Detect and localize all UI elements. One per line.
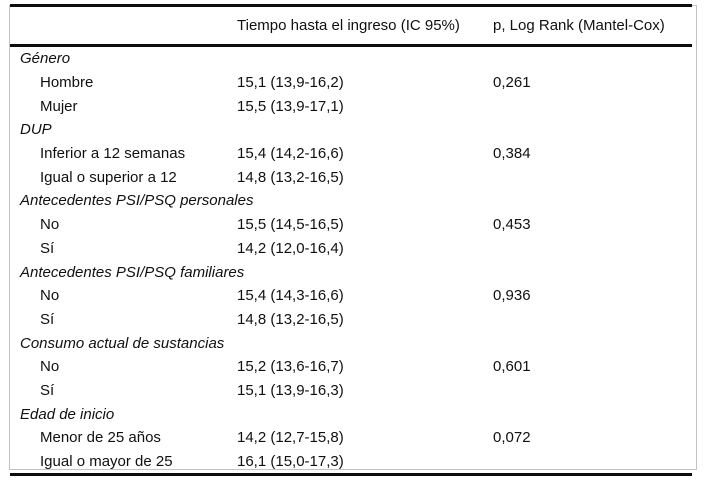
data-row: Menor de 25 años 14,2 (12,7-15,8) 0,072 xyxy=(10,426,692,450)
row-label: Igual o superior a 12 xyxy=(40,168,177,186)
row-label: Inferior a 12 semanas xyxy=(40,145,186,163)
p-value-cell: 0,936 xyxy=(493,287,531,305)
row-label: Igual o mayor de 25 xyxy=(40,453,173,471)
time-ci-cell: 15,4 (14,2-16,6) xyxy=(237,145,344,163)
time-ci-cell: 15,5 (13,9-17,1) xyxy=(237,97,344,115)
data-row: No 15,5 (14,5-16,5) 0,453 xyxy=(10,213,692,237)
time-ci-cell: 16,1 (15,0-17,3) xyxy=(237,453,344,471)
section-row: Edad de inicio xyxy=(10,402,692,426)
data-row: No 15,2 (13,6-16,7) 0,601 xyxy=(10,355,692,379)
header-empty-cell xyxy=(10,5,237,47)
time-ci-cell: 15,2 (13,6-16,7) xyxy=(237,358,344,376)
p-value-cell: 0,384 xyxy=(493,145,531,163)
p-value-cell xyxy=(493,165,692,189)
row-label: No xyxy=(40,358,60,376)
row-label: Hombre xyxy=(40,74,94,92)
time-ci-cell: 14,2 (12,7-15,8) xyxy=(237,429,344,447)
table-body: Género Hombre 15,1 (13,9-16,2) 0,261 Mujer 15… xyxy=(10,46,692,475)
p-value-cell: 0,261 xyxy=(493,74,531,92)
time-ci-cell: 15,5 (14,5-16,5) xyxy=(237,216,344,234)
time-ci-cell: 14,2 (12,0-16,4) xyxy=(237,239,344,257)
section-label: Género xyxy=(20,50,71,68)
p-value-cell xyxy=(493,237,692,261)
data-row: No 15,4 (14,3-16,6) 0,936 xyxy=(10,284,692,308)
data-row: Sí 14,2 (12,0-16,4) xyxy=(10,237,692,261)
section-label: Consumo actual de sustancias xyxy=(20,334,225,352)
p-value-cell xyxy=(493,94,692,118)
row-label: Sí xyxy=(40,381,55,399)
data-row: Mujer 15,5 (13,9-17,1) xyxy=(10,94,692,118)
section-label: Antecedentes PSI/PSQ familiares xyxy=(20,263,245,281)
row-label: No xyxy=(40,287,60,305)
data-row: Hombre 15,1 (13,9-16,2) 0,261 xyxy=(10,71,692,95)
data-row: Sí 14,8 (13,2-16,5) xyxy=(10,308,692,332)
row-label: Sí xyxy=(40,310,55,328)
p-value-cell: 0,601 xyxy=(493,358,531,376)
data-row: Inferior a 12 semanas 15,4 (14,2-16,6) 0,3… xyxy=(10,142,692,166)
p-value-cell xyxy=(493,308,692,332)
section-label: DUP xyxy=(20,121,52,139)
row-label: No xyxy=(40,216,60,234)
section-row: Antecedentes PSI/PSQ personales xyxy=(10,189,692,213)
header-row: Tiempo hasta el ingreso (IC 95%) p, Log … xyxy=(10,5,692,47)
data-row: Igual o superior a 12 14,8 (13,2-16,5) xyxy=(10,165,692,189)
header-p-log-rank: p, Log Rank (Mantel-Cox) xyxy=(493,5,692,47)
section-row: Consumo actual de sustancias xyxy=(10,331,692,355)
data-row: Sí 15,1 (13,9-16,3) xyxy=(10,379,692,403)
p-value-cell xyxy=(493,379,692,403)
p-value-cell: 0,453 xyxy=(493,216,531,234)
time-ci-cell: 15,4 (14,3-16,6) xyxy=(237,287,344,305)
row-label: Menor de 25 años xyxy=(40,429,161,447)
time-ci-cell: 15,1 (13,9-16,2) xyxy=(237,74,344,92)
section-row: Antecedentes PSI/PSQ familiares xyxy=(10,260,692,284)
section-label: Edad de inicio xyxy=(20,405,115,423)
section-label: Antecedentes PSI/PSQ personales xyxy=(20,192,254,210)
p-value-cell: 0,072 xyxy=(493,429,531,447)
time-ci-cell: 14,8 (13,2-16,5) xyxy=(237,168,344,186)
time-ci-cell: 15,1 (13,9-16,3) xyxy=(237,381,344,399)
header-time-to-admission: Tiempo hasta el ingreso (IC 95%) xyxy=(237,5,493,47)
time-ci-cell: 14,8 (13,2-16,5) xyxy=(237,310,344,328)
section-row: Género xyxy=(10,46,692,71)
data-row: Igual o mayor de 25 16,1 (15,0-17,3) xyxy=(10,450,692,475)
p-value-cell xyxy=(493,450,692,475)
section-row: DUP xyxy=(10,118,692,142)
row-label: Sí xyxy=(40,239,55,257)
survival-analysis-table: Tiempo hasta el ingreso (IC 95%) p, Log … xyxy=(10,4,692,477)
row-label: Mujer xyxy=(40,97,78,115)
